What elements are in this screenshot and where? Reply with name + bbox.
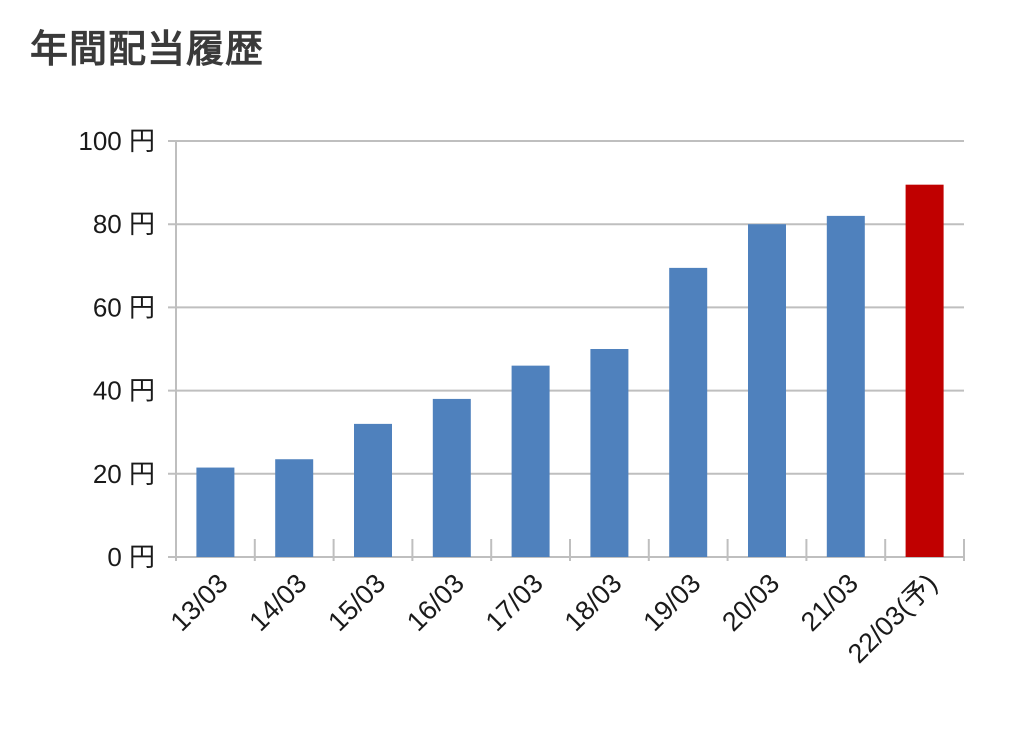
x-tick-label-21/03: 21/03: [795, 568, 864, 637]
bar-13/03: [196, 467, 235, 557]
x-tick-label-18/03: 18/03: [559, 568, 628, 637]
x-tick-label-19/03: 19/03: [637, 568, 706, 637]
y-tick-label-60: 60 円: [93, 292, 155, 322]
x-tick-label-14/03: 14/03: [243, 568, 312, 637]
x-tick-label-17/03: 17/03: [480, 568, 549, 637]
y-tick-label-0: 0 円: [107, 542, 155, 572]
bar-22/03(予): [905, 184, 944, 557]
bar-21/03: [826, 215, 865, 557]
chart-title: 年間配当履歴: [30, 27, 265, 71]
x-tick-label-20/03: 20/03: [716, 568, 785, 637]
bar-16/03: [432, 398, 471, 557]
y-tick-label-100: 100 円: [78, 126, 155, 156]
x-tick-label-16/03: 16/03: [401, 568, 470, 637]
x-tick-label-13/03: 13/03: [165, 568, 234, 637]
bar-14/03: [275, 459, 314, 557]
bar-15/03: [354, 423, 392, 557]
y-tick-label-80: 80 円: [93, 209, 155, 239]
bar-18/03: [590, 349, 629, 557]
bar-19/03: [669, 267, 708, 557]
x-tick-label-15/03: 15/03: [322, 568, 391, 637]
bar-20/03: [748, 224, 786, 557]
y-tick-label-20: 20 円: [93, 459, 155, 489]
bar-17/03: [511, 365, 550, 557]
y-tick-label-40: 40 円: [93, 376, 155, 406]
